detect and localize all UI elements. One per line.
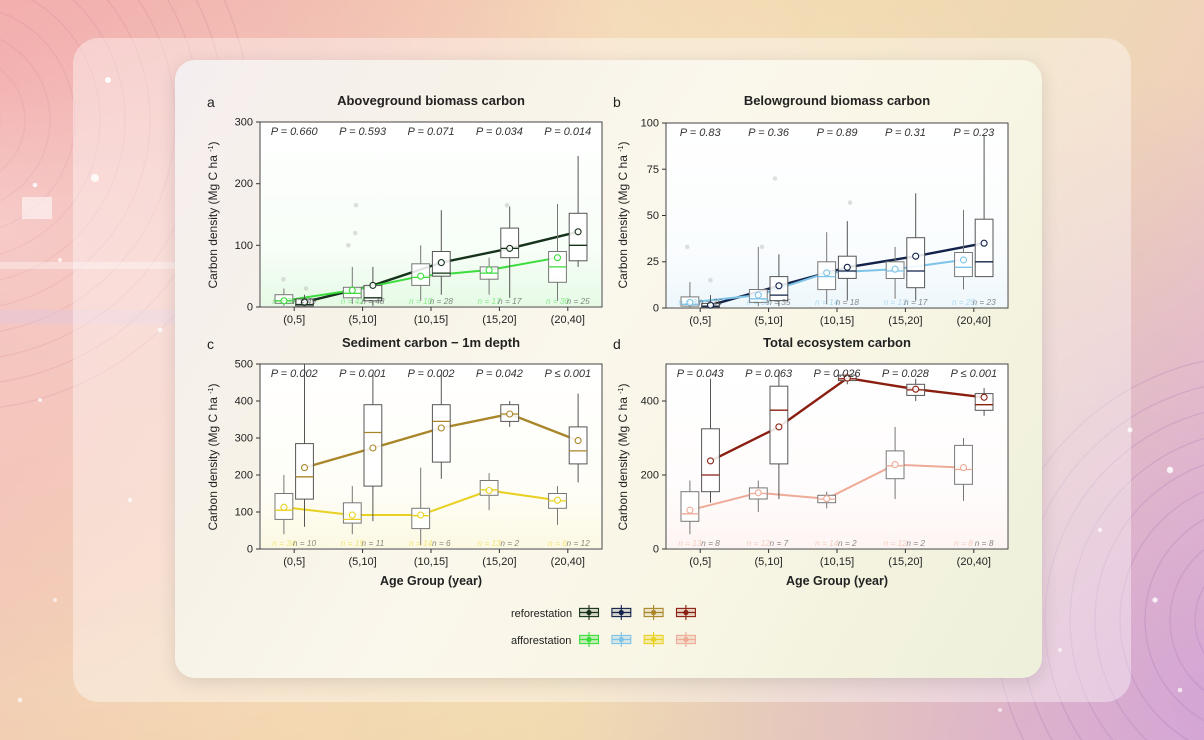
svg-text:n = 17: n = 17 [904, 297, 928, 307]
svg-text:500: 500 [235, 359, 253, 371]
svg-text:n = 8: n = 8 [954, 538, 973, 548]
svg-text:P = 0.31: P = 0.31 [885, 127, 926, 139]
svg-text:P = 0.034: P = 0.034 [476, 126, 523, 138]
svg-text:n = 48: n = 48 [361, 296, 385, 306]
svg-text:n = 12: n = 12 [566, 538, 590, 548]
svg-text:(10,15]: (10,15] [414, 314, 448, 326]
svg-text:75: 75 [647, 164, 659, 176]
svg-text:n = 14: n = 14 [815, 538, 839, 548]
svg-text:P = 0.001: P = 0.001 [339, 368, 386, 380]
svg-text:P = 0.660: P = 0.660 [271, 126, 319, 138]
svg-text:P = 0.028: P = 0.028 [882, 368, 930, 380]
svg-text:300: 300 [235, 117, 253, 129]
svg-text:n = 6: n = 6 [432, 538, 451, 548]
svg-text:P = 0.042: P = 0.042 [476, 368, 523, 380]
svg-text:(15,20]: (15,20] [482, 314, 516, 326]
svg-text:100: 100 [641, 118, 659, 130]
svg-text:P = 0.014: P = 0.014 [544, 126, 591, 138]
svg-text:n = 2: n = 2 [838, 538, 857, 548]
svg-text:n = 7: n = 7 [770, 538, 789, 548]
svg-text:(5,10]: (5,10] [349, 314, 377, 326]
svg-text:P ≤ 0.001: P ≤ 0.001 [544, 368, 591, 380]
svg-text:P = 0.89: P = 0.89 [817, 127, 858, 139]
svg-text:n = 11: n = 11 [362, 538, 385, 548]
svg-text:P = 0.36: P = 0.36 [748, 127, 790, 139]
svg-text:n = 10: n = 10 [293, 538, 317, 548]
svg-text:P = 0.026: P = 0.026 [814, 368, 862, 380]
svg-text:n = 28: n = 28 [430, 296, 454, 306]
svg-text:(0,5]: (0,5] [283, 556, 305, 568]
svg-text:n = 25: n = 25 [566, 296, 590, 306]
svg-text:(10,15]: (10,15] [414, 556, 448, 568]
svg-text:n = 23: n = 23 [972, 297, 996, 307]
svg-text:400: 400 [235, 396, 253, 408]
svg-text:n = 49: n = 49 [293, 296, 317, 306]
svg-text:(10,15]: (10,15] [820, 556, 854, 568]
svg-text:n = 14: n = 14 [409, 538, 433, 548]
svg-text:(15,20]: (15,20] [888, 556, 922, 568]
svg-text:(20,40]: (20,40] [551, 314, 585, 326]
svg-text:n = 36: n = 36 [699, 297, 723, 307]
svg-text:(20,40]: (20,40] [551, 556, 585, 568]
svg-text:50: 50 [647, 210, 659, 222]
svg-text:P = 0.002: P = 0.002 [408, 368, 455, 380]
svg-text:0: 0 [247, 544, 253, 556]
svg-text:n = 8: n = 8 [975, 538, 994, 548]
svg-text:P = 0.23: P = 0.23 [953, 127, 995, 139]
svg-text:P = 0.071: P = 0.071 [408, 126, 455, 138]
svg-text:(0,5]: (0,5] [689, 315, 711, 327]
svg-text:100: 100 [235, 240, 253, 252]
svg-text:P = 0.063: P = 0.063 [745, 368, 793, 380]
svg-text:0: 0 [247, 302, 253, 314]
svg-text:(0,5]: (0,5] [689, 556, 711, 568]
svg-text:P = 0.83: P = 0.83 [680, 127, 722, 139]
svg-text:n = 2: n = 2 [906, 538, 925, 548]
svg-text:(0,5]: (0,5] [283, 314, 305, 326]
svg-text:n = 8: n = 8 [701, 538, 720, 548]
svg-text:(5,10]: (5,10] [349, 556, 377, 568]
svg-text:400: 400 [641, 396, 659, 408]
svg-text:(5,10]: (5,10] [755, 556, 783, 568]
svg-text:(15,20]: (15,20] [482, 556, 516, 568]
svg-text:P = 0.043: P = 0.043 [677, 368, 725, 380]
svg-text:P = 0.593: P = 0.593 [339, 126, 387, 138]
svg-text:n = 12: n = 12 [883, 538, 907, 548]
svg-text:n = 13: n = 13 [477, 538, 501, 548]
svg-text:0: 0 [653, 303, 659, 315]
svg-text:P ≤ 0.001: P ≤ 0.001 [950, 368, 997, 380]
svg-text:n = 2: n = 2 [500, 538, 519, 548]
svg-text:n = 12: n = 12 [747, 538, 771, 548]
svg-text:200: 200 [641, 470, 659, 482]
svg-text:0: 0 [653, 544, 659, 556]
svg-text:300: 300 [235, 433, 253, 445]
svg-text:200: 200 [235, 178, 253, 190]
svg-text:100: 100 [235, 507, 253, 519]
svg-text:(5,10]: (5,10] [755, 315, 783, 327]
svg-text:n = 17: n = 17 [498, 296, 522, 306]
svg-text:(20,40]: (20,40] [957, 315, 991, 327]
svg-text:(20,40]: (20,40] [957, 556, 991, 568]
svg-text:P = 0.002: P = 0.002 [271, 368, 318, 380]
svg-text:200: 200 [235, 470, 253, 482]
svg-text:25: 25 [647, 256, 659, 268]
svg-text:n = 18: n = 18 [836, 297, 860, 307]
svg-text:n = 13: n = 13 [678, 538, 702, 548]
svg-text:(10,15]: (10,15] [820, 315, 854, 327]
svg-text:(15,20]: (15,20] [888, 315, 922, 327]
svg-text:n = 35: n = 35 [767, 297, 791, 307]
svg-text:n = 6: n = 6 [548, 538, 567, 548]
